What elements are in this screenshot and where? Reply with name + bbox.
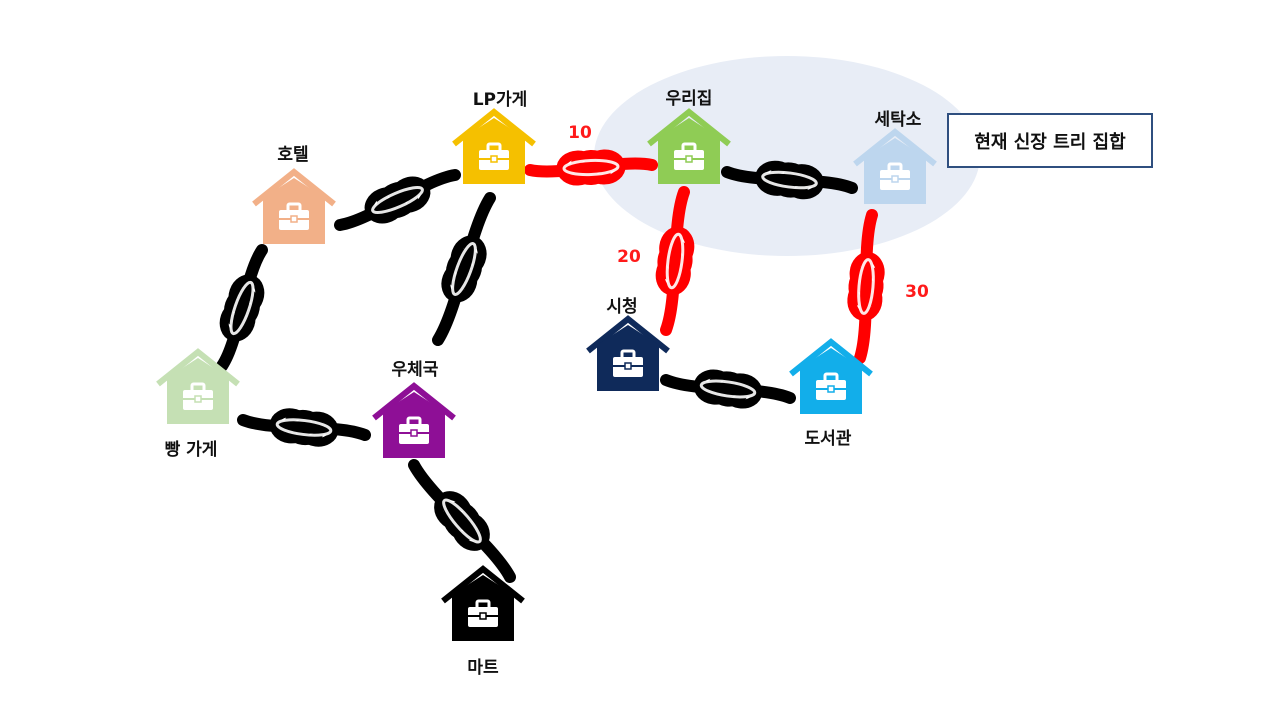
knot-loop [847, 278, 883, 321]
nodes-layer [156, 108, 937, 641]
knot-loop [219, 300, 256, 342]
edge-home-laundry [721, 160, 858, 200]
node-bread [156, 348, 240, 424]
legend-label: 현재 신장 트리 집합 [974, 131, 1126, 153]
node-lp [452, 108, 536, 184]
edge-knot [847, 252, 885, 321]
edges-layer [216, 149, 885, 583]
edge-knot [269, 408, 339, 447]
node-label: 도서관 [805, 429, 852, 449]
edge-bread-post [237, 408, 371, 447]
knot-loop [389, 176, 431, 213]
node-laundry [853, 128, 937, 204]
knot-loop [781, 164, 824, 200]
knot-highlight [699, 379, 757, 399]
node-label: 시청 [606, 296, 637, 317]
knot-loop [655, 253, 691, 296]
edge-lp-home [524, 149, 658, 186]
edge-home-city [655, 186, 695, 336]
edge-knot [441, 235, 487, 303]
knot-highlight [562, 158, 620, 177]
knot-highlight [275, 418, 333, 437]
node-label: 호텔 [277, 145, 308, 165]
house-icon [647, 108, 731, 184]
node-label: 우리집 [666, 89, 713, 109]
house-icon [853, 128, 937, 204]
edge-knot [219, 274, 265, 342]
knot-highlight [761, 170, 818, 190]
node-label: 우체국 [392, 360, 439, 380]
edge-post-mart [408, 459, 516, 583]
edge-knot [434, 491, 490, 551]
knot-highlight [451, 242, 477, 296]
edge-weight-label: 10 [568, 123, 592, 143]
knot-loop [583, 149, 626, 185]
house-icon [252, 168, 336, 244]
knot-loop [451, 511, 490, 551]
node-label: LP가게 [473, 90, 528, 110]
node-label: 빵 가게 [165, 440, 218, 460]
spanning-tree-set-highlight [594, 56, 980, 256]
node-library [789, 338, 873, 414]
edge-hotel-lp [334, 169, 461, 231]
edge-hotel-bread [216, 244, 268, 372]
node-home [647, 108, 731, 184]
edge-knot [364, 176, 431, 224]
edge-city-library [660, 369, 796, 409]
house-icon [441, 565, 525, 641]
knot-highlight [857, 258, 875, 315]
node-post [372, 382, 456, 458]
knot-highlight [371, 185, 424, 215]
house-icon [156, 348, 240, 424]
edge-knot [556, 149, 626, 186]
house-icon [452, 108, 536, 184]
node-label: 마트 [467, 658, 499, 678]
knot-highlight [665, 232, 685, 290]
house-icon [372, 382, 456, 458]
node-hotel [252, 168, 336, 244]
knot-highlight [229, 280, 255, 336]
knot-loop [441, 261, 478, 303]
legend-box: 현재 신장 트리 집합 [947, 113, 1153, 168]
house-icon [586, 315, 670, 391]
edge-knot [755, 160, 824, 200]
edge-laundry-library [847, 209, 885, 364]
knot-loop [296, 411, 339, 447]
edge-knot [693, 369, 763, 409]
edge-lp-post [432, 192, 496, 346]
edge-knot [655, 226, 695, 296]
knot-loop [720, 373, 763, 409]
node-label: 세탁소 [875, 110, 922, 130]
edge-weight-label: 20 [617, 247, 641, 267]
node-city [586, 315, 670, 391]
house-icon [789, 338, 873, 414]
knot-highlight [442, 498, 482, 544]
edge-weight-label: 30 [905, 282, 929, 302]
node-mart [441, 565, 525, 641]
